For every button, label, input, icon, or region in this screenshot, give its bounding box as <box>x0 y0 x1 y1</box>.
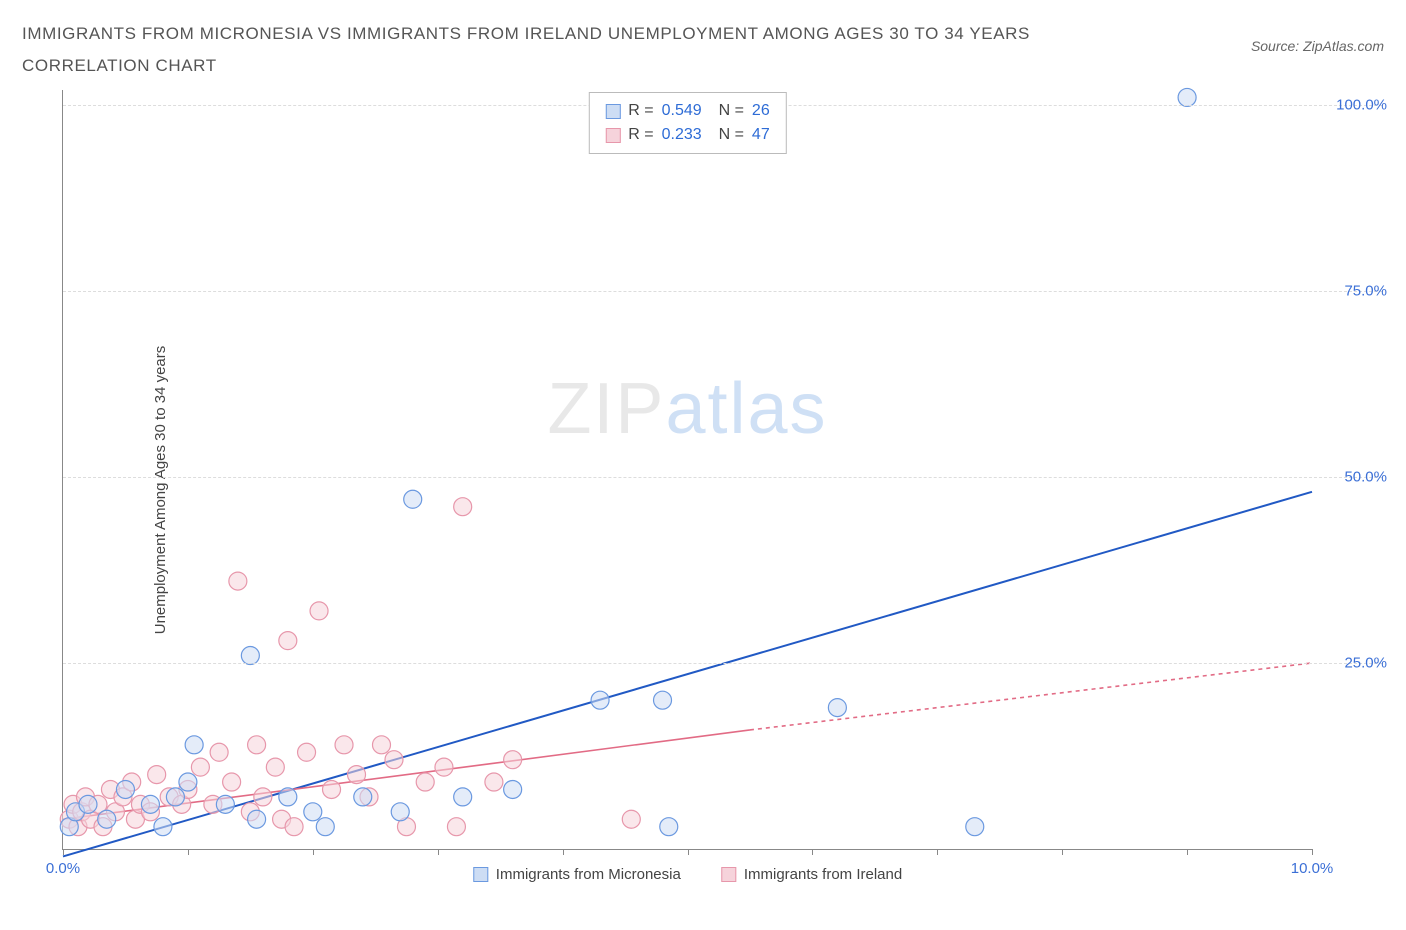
chart-title: IMMIGRANTS FROM MICRONESIA VS IMMIGRANTS… <box>22 18 1122 83</box>
plot-area: ZIPatlas R = 0.549 N = 26 R = 0.233 N = … <box>62 90 1312 850</box>
x-tick <box>438 849 439 855</box>
x-tick <box>1187 849 1188 855</box>
swatch-blue-icon <box>605 104 620 119</box>
stat-r-label: R = <box>628 99 653 123</box>
stats-box: R = 0.549 N = 26 R = 0.233 N = 47 <box>588 92 786 154</box>
y-tick-label: 100.0% <box>1317 96 1387 113</box>
y-tick-label: 75.0% <box>1317 282 1387 299</box>
legend-label-0: Immigrants from Micronesia <box>496 866 681 883</box>
x-tick <box>688 849 689 855</box>
swatch-blue-icon <box>473 867 488 882</box>
x-tick <box>563 849 564 855</box>
source-label: Source: ZipAtlas.com <box>1251 18 1384 54</box>
stat-n-label: N = <box>710 99 744 123</box>
gridline <box>63 291 1382 292</box>
x-tick-label: 0.0% <box>46 860 80 877</box>
x-tick-label: 10.0% <box>1291 860 1334 877</box>
bottom-legend: Immigrants from Micronesia Immigrants fr… <box>473 866 902 883</box>
x-tick <box>1312 849 1313 855</box>
stat-n-1: 47 <box>752 123 770 147</box>
stats-row-1: R = 0.233 N = 47 <box>605 123 769 147</box>
gridline <box>63 477 1382 478</box>
y-tick-label: 25.0% <box>1317 654 1387 671</box>
x-tick <box>63 849 64 855</box>
x-tick <box>937 849 938 855</box>
x-tick <box>1062 849 1063 855</box>
watermark: ZIPatlas <box>547 368 827 450</box>
stat-n-0: 26 <box>752 99 770 123</box>
stats-row-0: R = 0.549 N = 26 <box>605 99 769 123</box>
y-tick-label: 50.0% <box>1317 468 1387 485</box>
watermark-bold: ZIP <box>547 369 665 449</box>
x-tick <box>812 849 813 855</box>
stat-r-label: R = <box>628 123 653 147</box>
x-tick <box>188 849 189 855</box>
gridline <box>63 663 1382 664</box>
stat-r-1: 0.233 <box>662 123 702 147</box>
plot-container: Unemployment Among Ages 30 to 34 years Z… <box>52 90 1392 890</box>
swatch-pink-icon <box>721 867 736 882</box>
stat-r-0: 0.549 <box>662 99 702 123</box>
legend-item-0: Immigrants from Micronesia <box>473 866 681 883</box>
legend-label-1: Immigrants from Ireland <box>744 866 902 883</box>
scatter-chart <box>63 90 1312 849</box>
legend-item-1: Immigrants from Ireland <box>721 866 902 883</box>
stat-n-label: N = <box>710 123 744 147</box>
swatch-pink-icon <box>605 128 620 143</box>
x-tick <box>313 849 314 855</box>
watermark-light: atlas <box>665 369 827 449</box>
